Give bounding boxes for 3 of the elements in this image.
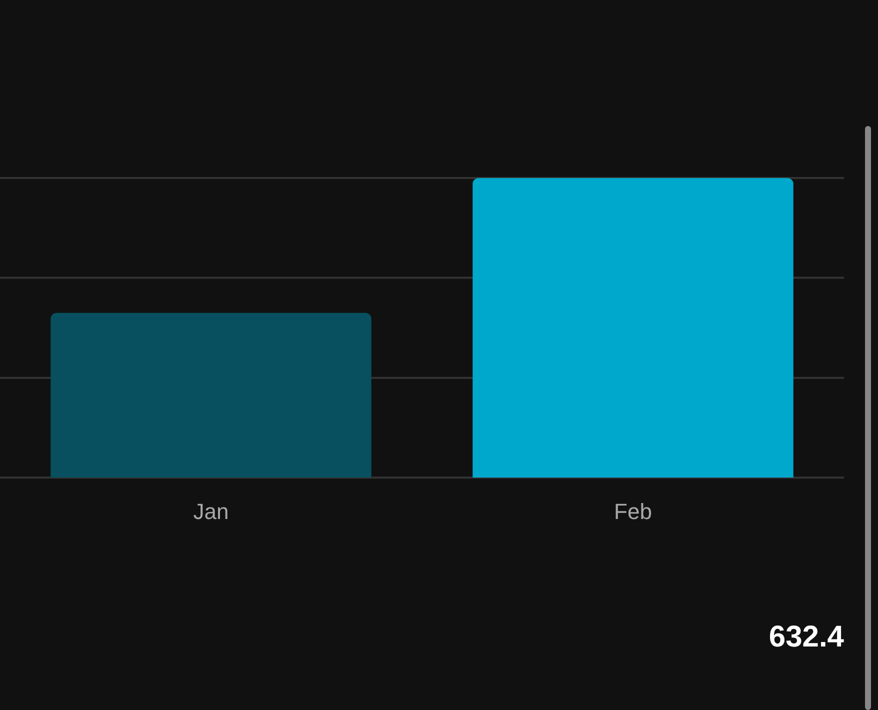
x-tick-label: Jan (193, 498, 229, 524)
text: 632.4 (768, 620, 844, 654)
x-tick-label: Feb (614, 498, 652, 524)
